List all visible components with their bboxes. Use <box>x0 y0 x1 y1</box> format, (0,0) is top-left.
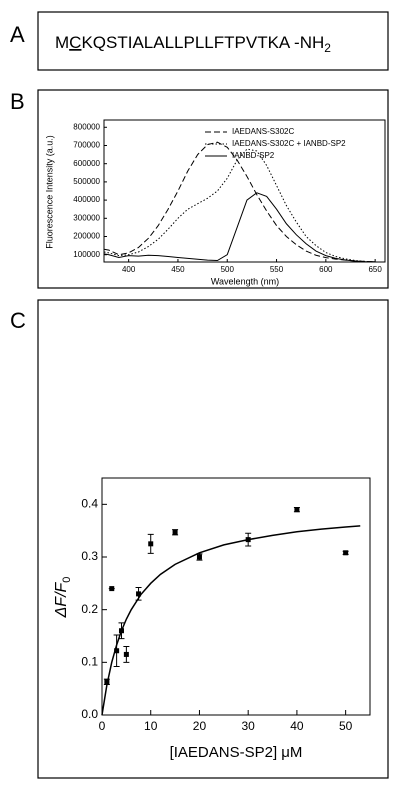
y-tick-label: 100000 <box>73 250 100 259</box>
x-tick-label: 650 <box>368 265 382 274</box>
x-tick-label: 40 <box>290 719 304 733</box>
y-tick-label: 0.1 <box>81 655 98 669</box>
x-tick-label: 20 <box>193 719 207 733</box>
x-tick-label: 0 <box>99 719 106 733</box>
x-tick-label: 450 <box>171 265 185 274</box>
sequence-subscript: 2 <box>324 41 331 55</box>
plot-frame <box>103 119 386 263</box>
data-point <box>123 651 129 657</box>
sequence-marked: C <box>69 33 81 52</box>
data-point <box>343 550 349 556</box>
y-tick-label: 700000 <box>73 141 100 150</box>
x-tick-label: 10 <box>144 719 158 733</box>
y-tick-label: 200000 <box>73 232 100 241</box>
y-tick-label: 0.4 <box>81 497 98 511</box>
panel-box <box>37 299 389 779</box>
y-axis-label: ΔF/F0 <box>53 577 73 619</box>
x-tick-label: 500 <box>221 265 235 274</box>
sequence-part: KQSTIALALLPLLFTPVTKA -NH <box>81 33 324 52</box>
panel-label: B <box>10 89 25 114</box>
panel-label: A <box>10 22 25 47</box>
plot-frame <box>101 477 371 716</box>
spectrum-line <box>103 148 376 263</box>
panel-box <box>37 89 389 289</box>
x-tick-label: 550 <box>270 265 284 274</box>
x-tick-label: 400 <box>122 265 136 274</box>
sequence: MCKQSTIALALLPLLFTPVTKA -NH2 <box>55 33 331 55</box>
panel-label: C <box>10 308 26 333</box>
y-tick-label: 300000 <box>73 213 100 222</box>
fit-line <box>101 525 361 716</box>
legend-label: IAEDANS-S302C <box>232 127 294 136</box>
y-tick-label: 0.2 <box>81 602 98 616</box>
spectrum-line <box>103 141 376 263</box>
sequence-part: M <box>55 33 69 52</box>
y-tick-label: 400000 <box>73 195 100 204</box>
y-tick-label: 500000 <box>73 177 100 186</box>
y-axis-label: Fluorescence Intensity (a.u.) <box>44 135 54 249</box>
data-point <box>136 591 142 597</box>
y-tick-label: 600000 <box>73 159 100 168</box>
x-axis-label: [IAEDANS-SP2] μM <box>170 744 303 761</box>
legend-label: IANBD-SP2 <box>232 151 275 160</box>
x-axis-label: Wavelength (nm) <box>211 276 279 286</box>
y-tick-label: 0.3 <box>81 549 98 563</box>
y-tick-label: 0.0 <box>81 707 98 721</box>
x-tick-label: 30 <box>242 719 256 733</box>
y-axis-label-subscript: 0 <box>61 577 73 583</box>
data-point <box>294 507 300 513</box>
x-tick-label: 600 <box>319 265 333 274</box>
legend-label: IAEDANS-S302C + IANBD-SP2 <box>232 139 346 148</box>
data-point <box>148 541 154 547</box>
y-tick-label: 800000 <box>73 122 100 131</box>
data-point <box>172 529 178 535</box>
spectrum-line <box>103 192 376 263</box>
data-point <box>196 554 202 560</box>
sequence-box <box>37 11 389 71</box>
x-tick-label: 50 <box>339 719 353 733</box>
data-point <box>109 586 115 592</box>
y-axis-label-main: ΔF/F <box>53 581 70 618</box>
data-point <box>114 648 120 654</box>
